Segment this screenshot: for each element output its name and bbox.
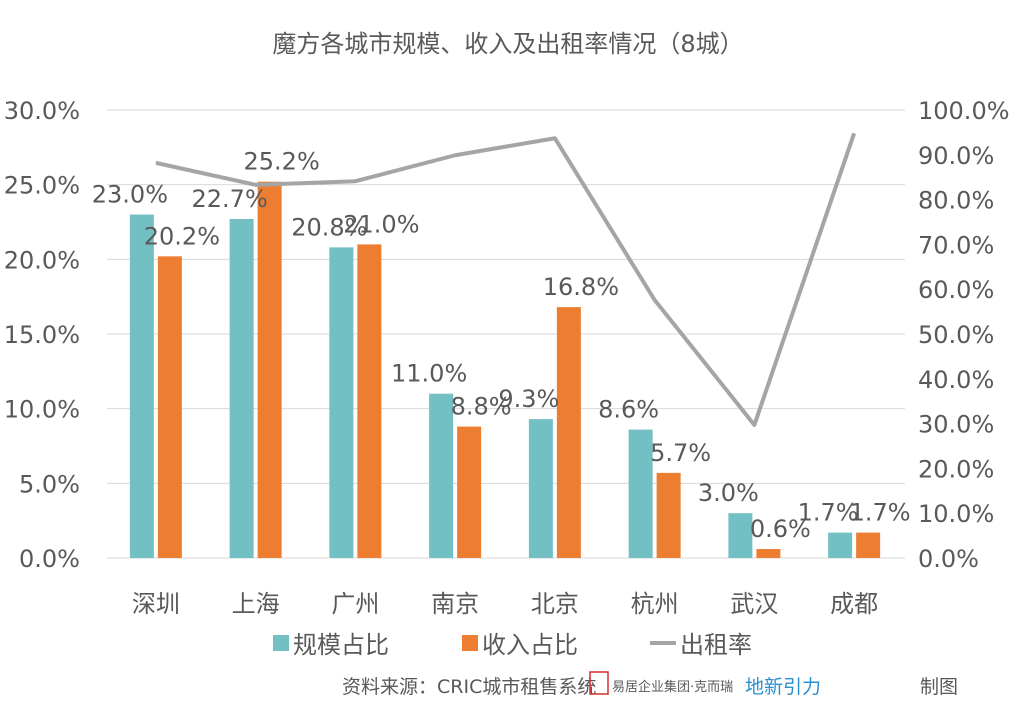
data-label: 21.0%: [343, 210, 419, 238]
category-label: 广州: [331, 590, 379, 618]
data-label: 23.0%: [92, 181, 168, 209]
left-tick-label: 10.0%: [4, 396, 80, 424]
right-tick-label: 10.0%: [918, 500, 994, 528]
bar-scale: [629, 430, 653, 558]
data-label: 0.6%: [750, 515, 811, 543]
category-label: 武汉: [730, 590, 778, 618]
data-label: 8.6%: [598, 396, 659, 424]
right-tick-label: 100.0%: [918, 97, 1010, 125]
left-tick-label: 15.0%: [4, 321, 80, 349]
category-label: 南京: [431, 590, 479, 618]
bar-scale: [529, 419, 553, 558]
bar-revenue: [357, 244, 381, 558]
data-label: 16.8%: [543, 273, 619, 301]
legend-label-scale: 规模占比: [293, 631, 389, 659]
bar-revenue: [258, 182, 282, 558]
left-tick-label: 5.0%: [19, 470, 80, 498]
right-tick-label: 0.0%: [918, 545, 979, 573]
right-tick-label: 20.0%: [918, 455, 994, 483]
right-tick-label: 80.0%: [918, 187, 994, 215]
bar-scale: [329, 247, 353, 558]
data-label: 3.0%: [698, 479, 759, 507]
data-label: 11.0%: [391, 360, 467, 388]
bar-revenue: [557, 307, 581, 558]
category-label: 杭州: [631, 590, 679, 618]
data-label: 25.2%: [244, 148, 320, 176]
bars: [130, 182, 880, 558]
footer-suffix: 制图: [920, 676, 958, 698]
brand-logo: 地新引力: [745, 676, 821, 698]
left-tick-label: 25.0%: [4, 172, 80, 200]
right-tick-label: 70.0%: [918, 231, 994, 259]
right-tick-label: 40.0%: [918, 366, 994, 394]
right-tick-label: 30.0%: [918, 411, 994, 439]
data-label: 5.7%: [650, 439, 711, 467]
bar-scale: [828, 533, 852, 558]
legend: 规模占比 收入占比 出租率: [273, 631, 752, 659]
left-tick-label: 30.0%: [4, 97, 80, 125]
bar-revenue: [158, 256, 182, 558]
bar-scale: [728, 513, 752, 558]
category-label: 成都: [830, 590, 878, 618]
legend-swatch-scale: [273, 635, 289, 651]
bar-scale: [429, 394, 453, 558]
legend-label-occupancy: 出租率: [680, 631, 752, 659]
source-note: 资料来源：CRIC城市租售系统: [342, 676, 596, 698]
data-label: 22.7%: [192, 185, 268, 213]
left-tick-label: 20.0%: [4, 246, 80, 274]
category-label: 北京: [531, 590, 579, 618]
bar-scale: [130, 215, 154, 558]
category-label: 深圳: [132, 590, 180, 618]
data-label: 8.8%: [451, 393, 512, 421]
data-label: 20.2%: [144, 222, 220, 250]
category-label: 上海: [232, 590, 280, 618]
legend-swatch-revenue: [462, 635, 478, 651]
footer: 资料来源：CRIC城市租售系统 易居企业集团·克而瑞 地新引力 制图: [342, 672, 958, 698]
logo-text: 易居企业集团·克而瑞: [612, 679, 733, 695]
left-tick-label: 0.0%: [19, 545, 80, 573]
data-label: 1.7%: [850, 499, 911, 527]
right-tick-label: 50.0%: [918, 321, 994, 349]
bar-revenue: [457, 427, 481, 558]
bar-revenue: [756, 549, 780, 558]
legend-label-revenue: 收入占比: [482, 631, 578, 659]
chart-title: 魔方各城市规模、收入及出租率情况（8城）: [272, 30, 743, 58]
right-tick-label: 60.0%: [918, 276, 994, 304]
bar-scale: [230, 219, 254, 558]
right-tick-label: 90.0%: [918, 142, 994, 170]
left-axis: 0.0% 5.0% 10.0% 15.0% 20.0% 25.0% 30.0%: [4, 97, 80, 573]
right-axis: 0.0% 10.0% 20.0% 30.0% 40.0% 50.0% 60.0% 70.0% 8…: [918, 97, 1010, 573]
bar-revenue: [657, 473, 681, 558]
category-axis: 深圳 上海 广州 南京 北京 杭州 武汉 成都: [132, 590, 878, 618]
bar-revenue: [856, 533, 880, 558]
